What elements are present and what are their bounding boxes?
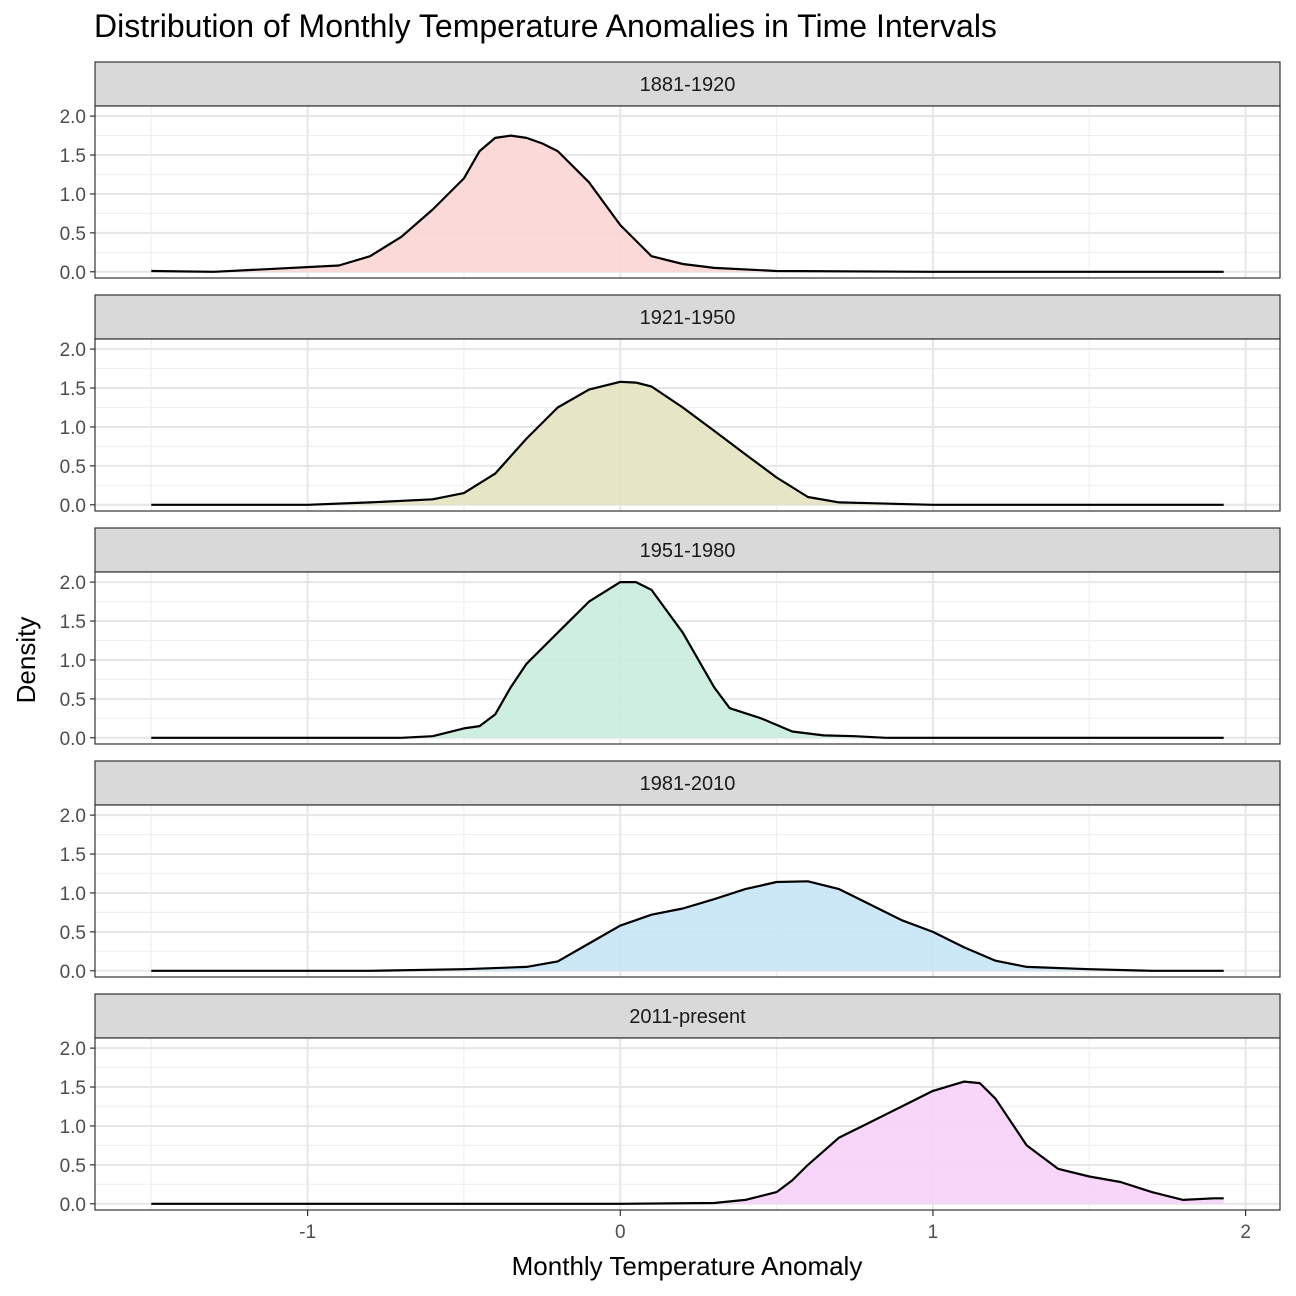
y-tick-label: 1.0: [60, 1117, 86, 1138]
facet-panel: 1951-1980 0.0 0.5 1.0 1.5 2.0: [60, 527, 1281, 750]
y-tick-label: 1.0: [60, 651, 86, 672]
y-tick-label: 1.5: [60, 1078, 86, 1099]
y-tick-label: 1.0: [60, 418, 86, 439]
y-tick-label: 1.5: [60, 379, 86, 400]
y-tick-label: 2.0: [60, 1039, 86, 1060]
panel-border: [94, 804, 1281, 978]
y-tick-label: 2.0: [60, 806, 86, 827]
y-tick-label: 2.0: [60, 340, 86, 361]
y-tick-label: 0.0: [60, 263, 86, 284]
y-tick-label: 0.5: [60, 224, 86, 245]
facet-strip: [94, 294, 1281, 340]
y-tick-label: 0.0: [60, 962, 86, 983]
density-line: [151, 134, 1224, 273]
y-tick-label: 1.5: [60, 612, 86, 633]
facet-strip-label: 1921-1950: [640, 307, 736, 329]
y-tick-label: 1.5: [60, 845, 86, 866]
facet-panel: 1981-2010 0.0 0.5 1.0 1.5 2.0: [60, 760, 1281, 983]
facet-panel: 1881-1920 0.0 0.5 1.0 1.5 2.0: [60, 61, 1281, 284]
density-line: [151, 380, 1224, 506]
density-line: [151, 1080, 1224, 1205]
facet-strip-label: 2011-present: [629, 1006, 746, 1028]
facet-panels: 1881-19200.00.51.01.52.01921-19500.00.51…: [60, 61, 1281, 1216]
panel-background: [95, 106, 1280, 278]
facet-panel: 2011-present 0.0 0.5 1.0 1.5 2.0: [60, 993, 1281, 1216]
x-tick-label: 1: [928, 1222, 939, 1243]
panel-border: [94, 105, 1281, 279]
x-axis-title: Monthly Temperature Anomaly: [512, 1251, 863, 1281]
x-tick-label: -1: [299, 1222, 316, 1243]
y-tick-label: 0.0: [60, 1195, 86, 1216]
y-tick-label: 0.5: [60, 923, 86, 944]
density-line: [151, 880, 1224, 972]
y-tick-label: 1.0: [60, 185, 86, 206]
facet-strip: [94, 61, 1281, 107]
x-tick-label: 2: [1240, 1222, 1251, 1243]
density-area: [151, 582, 1224, 738]
y-tick-label: 1.5: [60, 146, 86, 167]
y-tick-label: 1.0: [60, 884, 86, 905]
density-area: [151, 381, 1224, 505]
chart-title: Distribution of Monthly Temperature Anom…: [94, 8, 997, 44]
x-axis: -1 0 1 2: [299, 1210, 1251, 1243]
density-area: [151, 1081, 1224, 1204]
panel-border: [94, 338, 1281, 512]
density-line: [151, 581, 1224, 739]
panel-border: [94, 1037, 1281, 1211]
y-tick-label: 2.0: [60, 107, 86, 128]
facet-strip: [94, 993, 1281, 1039]
facet-panel: 1921-1950 0.0 0.5 1.0 1.5 2.0: [60, 294, 1281, 517]
y-tick-label: 0.0: [60, 729, 86, 750]
facet-strip-label: 1951-1980: [640, 540, 736, 562]
panel-border: [94, 571, 1281, 745]
density-area: [151, 135, 1224, 272]
x-tick-label: 0: [615, 1222, 626, 1243]
y-tick-label: 0.0: [60, 496, 86, 517]
facet-strip-label: 1981-2010: [640, 773, 736, 795]
y-tick-label: 0.5: [60, 1156, 86, 1177]
facet-strip: [94, 527, 1281, 573]
y-axis-title: Density: [11, 617, 41, 704]
density-area: [151, 881, 1224, 971]
y-tick-label: 0.5: [60, 690, 86, 711]
y-tick-label: 0.5: [60, 457, 86, 478]
facet-strip-label: 1881-1920: [640, 74, 736, 96]
y-tick-label: 2.0: [60, 573, 86, 594]
